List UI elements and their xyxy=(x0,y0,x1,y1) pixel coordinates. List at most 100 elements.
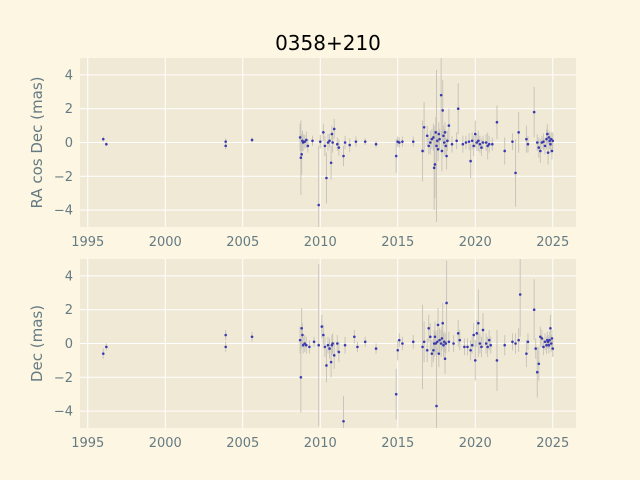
data-point xyxy=(526,340,530,344)
data-point xyxy=(539,149,542,153)
data-point xyxy=(311,139,314,143)
data-point xyxy=(105,345,108,349)
data-point xyxy=(224,333,227,337)
data-point xyxy=(250,335,254,339)
data-point xyxy=(475,141,479,144)
data-point xyxy=(411,140,415,143)
data-point xyxy=(534,347,537,350)
data-point xyxy=(394,392,398,396)
data-point xyxy=(317,203,321,207)
data-point xyxy=(445,301,448,305)
data-point xyxy=(503,149,507,153)
x-tick-label: 2025 xyxy=(536,436,569,451)
data-point xyxy=(487,142,491,146)
data-point xyxy=(542,345,545,349)
data-point xyxy=(455,139,458,143)
data-layer xyxy=(101,58,555,227)
data-point xyxy=(329,161,333,165)
data-point xyxy=(473,132,477,136)
data-point xyxy=(342,419,345,423)
data-point xyxy=(363,140,367,143)
data-point xyxy=(331,342,334,345)
data-point xyxy=(299,376,303,379)
data-point xyxy=(328,139,331,143)
data-point xyxy=(472,144,476,148)
data-point xyxy=(517,131,520,134)
data-point xyxy=(401,140,404,143)
data-point xyxy=(298,136,302,139)
data-point xyxy=(477,139,480,143)
data-point xyxy=(336,142,339,146)
data-point xyxy=(514,171,517,175)
data-point xyxy=(328,347,331,350)
data-point xyxy=(456,332,460,335)
data-point xyxy=(477,321,480,325)
data-point xyxy=(548,338,551,342)
data-point xyxy=(317,343,321,347)
data-point xyxy=(526,142,530,146)
data-point xyxy=(478,342,482,345)
data-point xyxy=(470,139,474,143)
data-point xyxy=(464,141,468,144)
y-tick-label: 0 xyxy=(65,337,73,352)
data-point xyxy=(312,340,316,344)
data-point xyxy=(439,342,443,345)
data-point xyxy=(436,323,440,327)
y-tick-label: −4 xyxy=(54,405,73,420)
data-point xyxy=(430,137,434,141)
data-point xyxy=(444,342,448,345)
data-point xyxy=(101,352,105,355)
data-point xyxy=(298,338,302,342)
data-point xyxy=(525,352,528,355)
data-point xyxy=(549,142,552,146)
data-point xyxy=(401,342,404,345)
data-point xyxy=(532,110,536,114)
data-point xyxy=(458,338,462,342)
data-point xyxy=(550,337,554,340)
panels: 1995 2000 2005 2010 2015 2020 2025 −4 −2 0 2 4 RA co… xyxy=(28,58,576,451)
data-point xyxy=(439,93,443,97)
data-point xyxy=(435,404,438,408)
data-point xyxy=(394,154,398,158)
data-point xyxy=(467,140,471,143)
data-point xyxy=(320,325,324,328)
data-point xyxy=(550,149,554,153)
data-point xyxy=(495,359,499,362)
data-point xyxy=(300,326,303,330)
data-point xyxy=(547,136,551,139)
data-point xyxy=(547,343,551,347)
data-point xyxy=(425,348,429,352)
chart-title: 0358+210 xyxy=(275,31,381,55)
x-tick-label: 2000 xyxy=(149,436,182,451)
y-tick-label: 0 xyxy=(65,136,73,151)
data-point xyxy=(250,138,254,142)
data-point xyxy=(440,149,444,153)
data-point xyxy=(427,326,431,330)
data-point xyxy=(363,340,367,344)
data-point xyxy=(422,340,426,344)
data-point xyxy=(450,142,454,146)
data-point xyxy=(323,345,327,349)
data-point xyxy=(495,120,499,124)
data-point xyxy=(326,141,330,144)
data-point xyxy=(487,338,491,342)
panel-1: 1995 2000 2005 2010 2015 2020 2025 −4 −2 0 2 4 RA co… xyxy=(28,58,576,250)
y-axis-label: Dec (mas) xyxy=(28,305,46,382)
data-point xyxy=(434,342,438,345)
data-point xyxy=(537,362,541,366)
data-point xyxy=(532,308,536,312)
x-tick-label: 2005 xyxy=(226,436,259,451)
data-point xyxy=(438,338,441,342)
data-point xyxy=(429,141,432,144)
data-point xyxy=(343,141,347,144)
data-point xyxy=(447,340,451,344)
data-point xyxy=(325,176,328,180)
data-point xyxy=(374,142,378,146)
x-tick-label: 2015 xyxy=(381,436,414,451)
data-point xyxy=(336,342,339,345)
data-point xyxy=(306,144,310,148)
data-point xyxy=(549,342,553,345)
data-point xyxy=(484,342,488,345)
data-point xyxy=(323,144,327,148)
data-point xyxy=(318,140,322,143)
